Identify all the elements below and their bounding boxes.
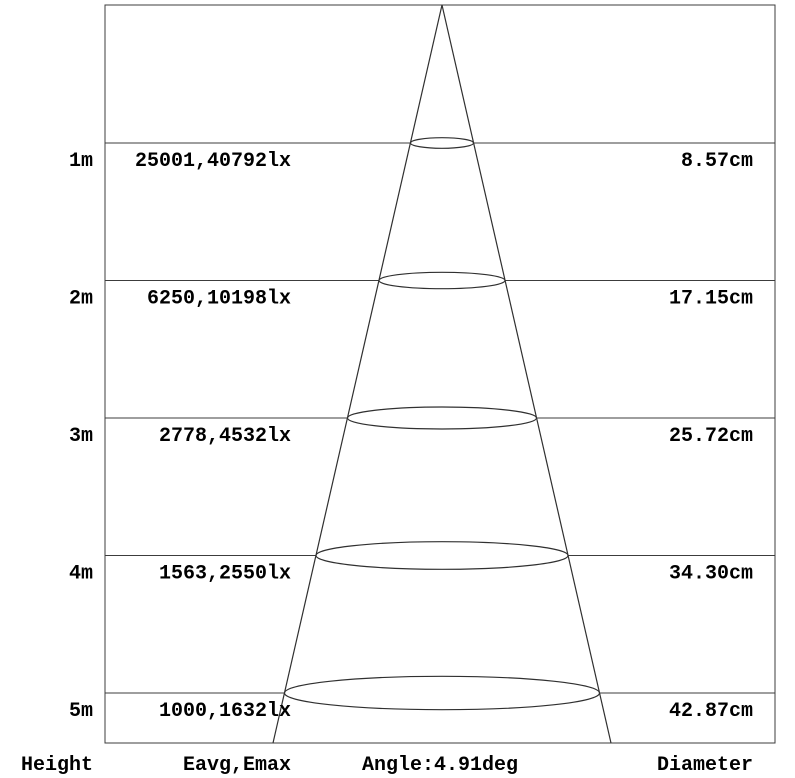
height-tick-3m: 3m: [69, 425, 93, 448]
beam-spot-ellipses: [283, 137, 601, 711]
footer-angle-label: Angle:4.91deg: [362, 754, 518, 777]
footer-eavg-emax-label: Eavg,Emax: [183, 754, 291, 777]
eavg-emax-value-1m: 25001,40792lx: [135, 150, 291, 173]
footer-diameter-label: Diameter: [657, 754, 753, 777]
eavg-emax-value-4m: 1563,2550lx: [159, 563, 291, 586]
diameter-value-5m: 42.87cm: [669, 700, 753, 723]
diameter-value-4m: 34.30cm: [669, 563, 753, 586]
cone-edge-left: [272, 4, 443, 744]
height-tick-2m: 2m: [69, 288, 93, 311]
footer-labels: Height Eavg,Emax Angle:4.91deg Diameter: [21, 754, 753, 777]
diameter-value-3m: 25.72cm: [669, 425, 753, 448]
diameter-value-2m: 17.15cm: [669, 288, 753, 311]
beam-spot-ellipse-4m: [315, 541, 569, 570]
height-tick-5m: 5m: [69, 700, 93, 723]
eavg-emax-value-2m: 6250,10198lx: [147, 288, 291, 311]
beam-spot-ellipse-5m: [283, 675, 601, 711]
beam-cone-edges: [272, 4, 612, 744]
beam-spot-ellipse-2m: [378, 271, 506, 290]
footer-height-label: Height: [21, 754, 93, 777]
height-tick-4m: 4m: [69, 563, 93, 586]
chart-frame: [104, 4, 776, 744]
row-labels: 1m 25001,40792lx 8.57cm 2m 6250,10198lx …: [69, 150, 753, 723]
eavg-emax-value-5m: 1000,1632lx: [159, 700, 291, 723]
height-tick-1m: 1m: [69, 150, 93, 173]
beam-spot-ellipse-1m: [409, 137, 475, 149]
cone-edge-right: [441, 4, 612, 744]
beam-spot-ellipse-3m: [346, 406, 538, 430]
eavg-emax-value-3m: 2778,4532lx: [159, 425, 291, 448]
diameter-value-1m: 8.57cm: [681, 150, 753, 173]
